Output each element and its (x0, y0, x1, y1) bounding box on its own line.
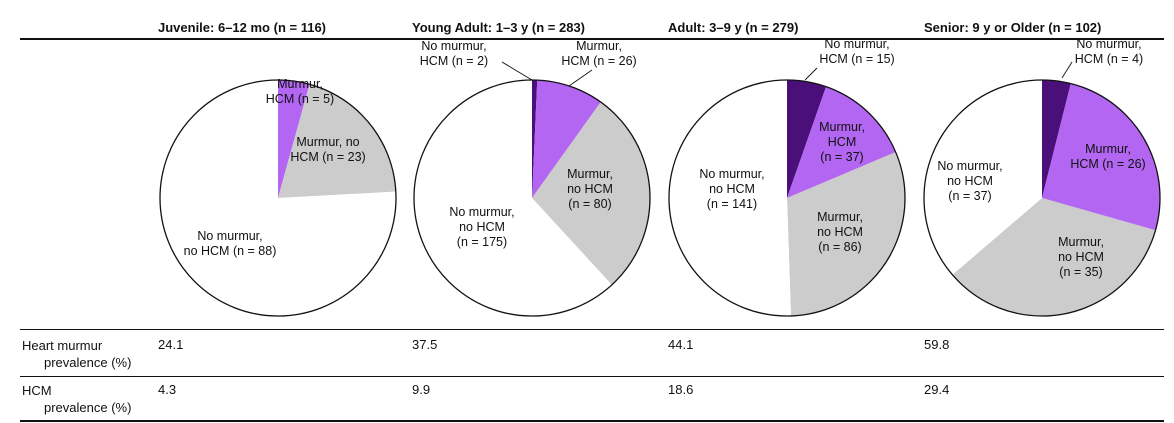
row-label-heart-murmur-line2: prevalence (%) (44, 355, 132, 370)
slice-label-murmur-no-hcm: Murmur, no HCM (n = 86) (817, 210, 863, 254)
pie-outline (668, 79, 906, 317)
slice-label-no-murmur-no-hcm: No murmur, no HCM (n = 141) (699, 167, 764, 211)
murmur-prevalence-young-adult: 37.5 (412, 337, 438, 352)
slice-label-murmur-hcm: Murmur, HCM (n = 26) (561, 39, 636, 68)
row-label-hcm-line2: prevalence (%) (44, 400, 132, 415)
top-rule (20, 38, 1164, 40)
pie-slice-murmur-no-hcm (532, 102, 650, 285)
slice-label-no-murmur-hcm: No murmur, HCM (n = 2) (420, 39, 488, 68)
pie-slice-murmur-no-hcm (278, 84, 396, 198)
slice-label-murmur-hcm: Murmur, HCM (n = 26) (1070, 142, 1145, 171)
row-label-hcm: HCM prevalence (%) (22, 382, 131, 416)
slice-label-no-murmur-hcm: No murmur, HCM (n = 15) (819, 37, 894, 66)
pie-adult: No murmur, HCM (n = 15) Murmur, HCM (n = 37)… (668, 37, 906, 317)
pie-slice-no-murmur-no-hcm (668, 80, 791, 316)
pie-young-adult: No murmur, HCM (n = 2) Murmur, HCM (n = 26)… (413, 39, 651, 317)
murmur-prevalence-senior: 59.8 (924, 337, 950, 352)
leader-line (501, 61, 533, 81)
pie-slice-murmur-no-hcm (787, 152, 905, 316)
slice-label-murmur-no-hcm: Murmur, no HCM (n = 80) (567, 167, 613, 211)
pie-senior: No murmur, HCM (n = 4) Murmur, HCM (n = 26)… (923, 37, 1161, 317)
hcm-prevalence-young-adult: 9.9 (412, 382, 431, 397)
pie-outline (159, 79, 397, 317)
bottom-rule (20, 420, 1164, 422)
slice-label-murmur-no-hcm: Murmur, no HCM (n = 35) (1058, 235, 1104, 279)
pie-slice-no-murmur-no-hcm (923, 80, 1042, 275)
hcm-prevalence-juvenile: 4.3 (158, 382, 177, 397)
hcm-prevalence-senior: 29.4 (924, 382, 950, 397)
pie-juvenile: Murmur, HCM (n = 5) Murmur, no HCM (n = 23)… (159, 77, 397, 317)
leader-line (568, 69, 593, 87)
row-label-heart-murmur-line1: Heart murmur (22, 338, 103, 353)
pie-slice-no-murmur-no-hcm (160, 80, 396, 317)
pie-slice-murmur-hcm (787, 86, 896, 198)
pie-slice-no-murmur-hcm (532, 80, 538, 198)
pie-slice-no-murmur-no-hcm (414, 80, 612, 316)
leader-line (804, 67, 818, 81)
header-juvenile: Juvenile: 6–12 mo (n = 116) (158, 20, 326, 35)
murmur-prevalence-adult: 44.1 (668, 337, 694, 352)
murmur-prevalence-juvenile: 24.1 (158, 337, 184, 352)
slice-label-murmur-no-hcm: Murmur, no HCM (n = 23) (290, 135, 365, 164)
slice-label-no-murmur-hcm: No murmur, HCM (n = 4) (1075, 37, 1143, 66)
slice-label-no-murmur-no-hcm: No murmur, no HCM (n = 88) (184, 229, 277, 258)
header-young-adult: Young Adult: 1–3 y (n = 283) (412, 20, 585, 35)
divider-rule-2 (20, 376, 1164, 377)
pie-outline (923, 79, 1161, 317)
pie-slice-murmur-hcm (278, 80, 310, 198)
slice-label-no-murmur-no-hcm: No murmur, no HCM (n = 175) (449, 205, 514, 249)
row-label-hcm-line1: HCM (22, 383, 52, 398)
pie-slice-no-murmur-hcm (1042, 80, 1071, 198)
pie-slice-no-murmur-hcm (787, 80, 827, 198)
hcm-prevalence-adult: 18.6 (668, 382, 694, 397)
divider-rule-1 (20, 329, 1164, 330)
leader-line (1061, 61, 1073, 79)
pie-charts: Murmur, HCM (n = 5) Murmur, no HCM (n = 23)… (159, 37, 1161, 317)
slice-label-murmur-hcm: Murmur, HCM (n = 5) (266, 77, 334, 106)
row-label-heart-murmur: Heart murmur prevalence (%) (22, 337, 131, 371)
header-adult: Adult: 3–9 y (n = 279) (668, 20, 799, 35)
pie-slice-murmur-no-hcm (952, 198, 1156, 317)
slice-label-murmur-hcm: Murmur, HCM (n = 37) (819, 120, 865, 164)
slice-label-no-murmur-no-hcm: No murmur, no HCM (n = 37) (937, 159, 1002, 203)
pie-slice-murmur-hcm (532, 80, 601, 198)
header-senior: Senior: 9 y or Older (n = 102) (924, 20, 1102, 35)
